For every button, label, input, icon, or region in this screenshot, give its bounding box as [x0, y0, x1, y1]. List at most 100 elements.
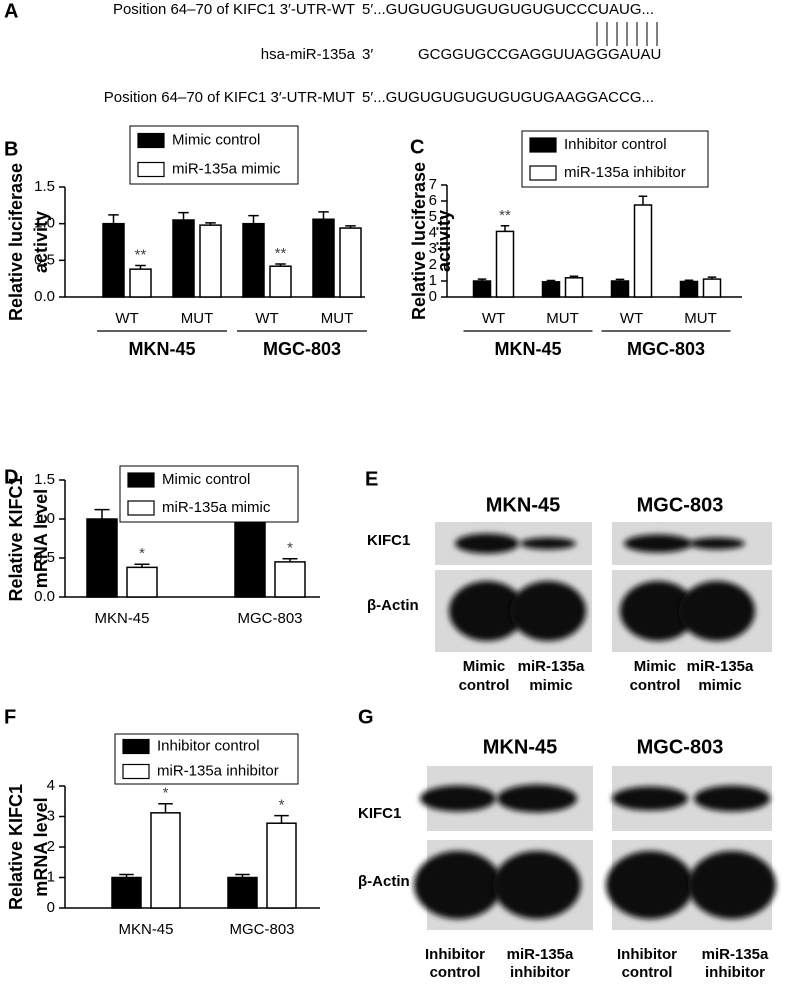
legend-swatch: [122, 763, 150, 780]
group-label: MKN-45: [494, 339, 561, 359]
blot-band: [449, 581, 525, 641]
bar: [564, 277, 584, 298]
panel-letter: E: [365, 468, 378, 490]
bar: [633, 204, 653, 298]
y-tick-label: 1.0: [34, 215, 55, 232]
y-axis-label: activity: [434, 210, 454, 272]
x-tick-label: WT: [482, 310, 505, 327]
y-axis-label: Relative luciferase: [409, 162, 429, 320]
error-bar: [684, 279, 694, 282]
x-tick-label: MKN-45: [118, 921, 173, 938]
sequence-label: hsa-miR-135a: [261, 46, 356, 63]
error-bar: [178, 211, 189, 220]
bar: [541, 281, 561, 298]
legend-label: miR-135a mimic: [172, 160, 281, 177]
x-tick-label: MUT: [546, 310, 579, 327]
y-tick-label: 4: [47, 777, 55, 794]
blot-band: [689, 537, 745, 550]
blot-band: [624, 534, 692, 553]
error-bar: [158, 802, 173, 813]
bar: [111, 876, 142, 909]
y-tick-label: 1: [47, 868, 55, 885]
sequence: GCGGUGCCGAGGUUAGGGAUAU: [418, 46, 661, 63]
blot-band: [688, 851, 776, 919]
bar: [495, 230, 515, 298]
legend-label: Inhibitor control: [157, 737, 260, 754]
bar: [234, 518, 266, 598]
lane-label: miR-135a: [518, 658, 585, 675]
lane-label: control: [459, 677, 510, 694]
y-tick-label: 0.5: [34, 251, 55, 268]
lane-label: miR-135a: [687, 658, 754, 675]
bar: [312, 218, 335, 298]
legend-label: Inhibitor control: [564, 136, 667, 153]
sequence: 5′...GUGUGUGUGUGUGUGUCCCUAUG...: [362, 1, 654, 18]
cell-header: MKN-45: [483, 736, 557, 758]
panel-letter: F: [4, 706, 16, 728]
bar: [102, 222, 125, 298]
significance-mark: **: [275, 245, 287, 262]
x-tick-label: WT: [620, 310, 643, 327]
bar: [472, 280, 492, 298]
legend-label: Mimic control: [172, 131, 260, 148]
bar: [129, 268, 152, 298]
y-axis-label: activity: [31, 211, 51, 273]
y-tick-label: 3: [47, 807, 55, 824]
group-label: MGC-803: [263, 339, 341, 359]
blot-band: [414, 851, 502, 919]
y-tick-label: 7: [429, 176, 437, 193]
legend-label: miR-135a mimic: [162, 499, 271, 516]
bar: [702, 278, 722, 298]
x-tick-label: MUT: [321, 310, 354, 327]
sequence-label: Position 64–70 of KIFC1 3′-UTR-MUT: [104, 89, 355, 106]
y-axis-label: Relative KIFC1: [6, 784, 26, 910]
error-bar: [615, 278, 625, 281]
row-label: KIFC1: [367, 532, 410, 549]
bar: [172, 219, 195, 298]
blot-band: [606, 851, 694, 919]
y-tick-label: 0: [47, 899, 55, 916]
panel-letter: C: [410, 136, 424, 158]
blot-band: [420, 785, 496, 812]
lane-label: miR-135a: [702, 946, 769, 963]
bar: [269, 265, 292, 298]
significance-mark: *: [279, 797, 285, 814]
lane-label: inhibitor: [705, 964, 765, 981]
blot-band: [620, 581, 696, 641]
legend-swatch: [127, 500, 155, 516]
lane-label: inhibitor: [510, 964, 570, 981]
error-bar: [235, 873, 250, 878]
error-bar: [274, 814, 289, 824]
error-bar: [119, 873, 134, 878]
bar: [242, 222, 265, 298]
error-bar: [569, 275, 579, 278]
blot-band: [520, 537, 576, 550]
blot-band: [510, 581, 586, 641]
error-bar: [248, 214, 259, 224]
significance-mark: **: [499, 207, 511, 224]
y-axis-label: mRNA level: [31, 489, 51, 588]
y-tick-label: 1: [429, 272, 437, 289]
error-bar: [638, 195, 648, 205]
lane-label: Mimic: [634, 658, 677, 675]
cell-header: MGC-803: [637, 736, 724, 758]
bar: [150, 812, 181, 909]
lane-label: control: [430, 964, 481, 981]
x-tick-label: MKN-45: [94, 610, 149, 627]
lane-label: Inhibitor: [617, 946, 677, 963]
error-bar: [108, 214, 119, 224]
significance-mark: *: [287, 540, 293, 557]
y-tick-label: 1.5: [34, 471, 55, 488]
error-bar: [134, 563, 150, 568]
row-label: β-Actin: [367, 597, 419, 614]
bar: [126, 566, 158, 598]
panel-letter: G: [358, 706, 374, 728]
y-tick-label: 6: [429, 192, 437, 209]
error-bar: [500, 225, 510, 232]
y-tick-label: 0: [429, 288, 437, 305]
x-tick-label: WT: [255, 310, 278, 327]
pairing-lines: [596, 22, 658, 46]
error-bar: [282, 558, 298, 562]
row-label: β-Actin: [358, 873, 410, 890]
y-tick-label: 3: [429, 240, 437, 257]
